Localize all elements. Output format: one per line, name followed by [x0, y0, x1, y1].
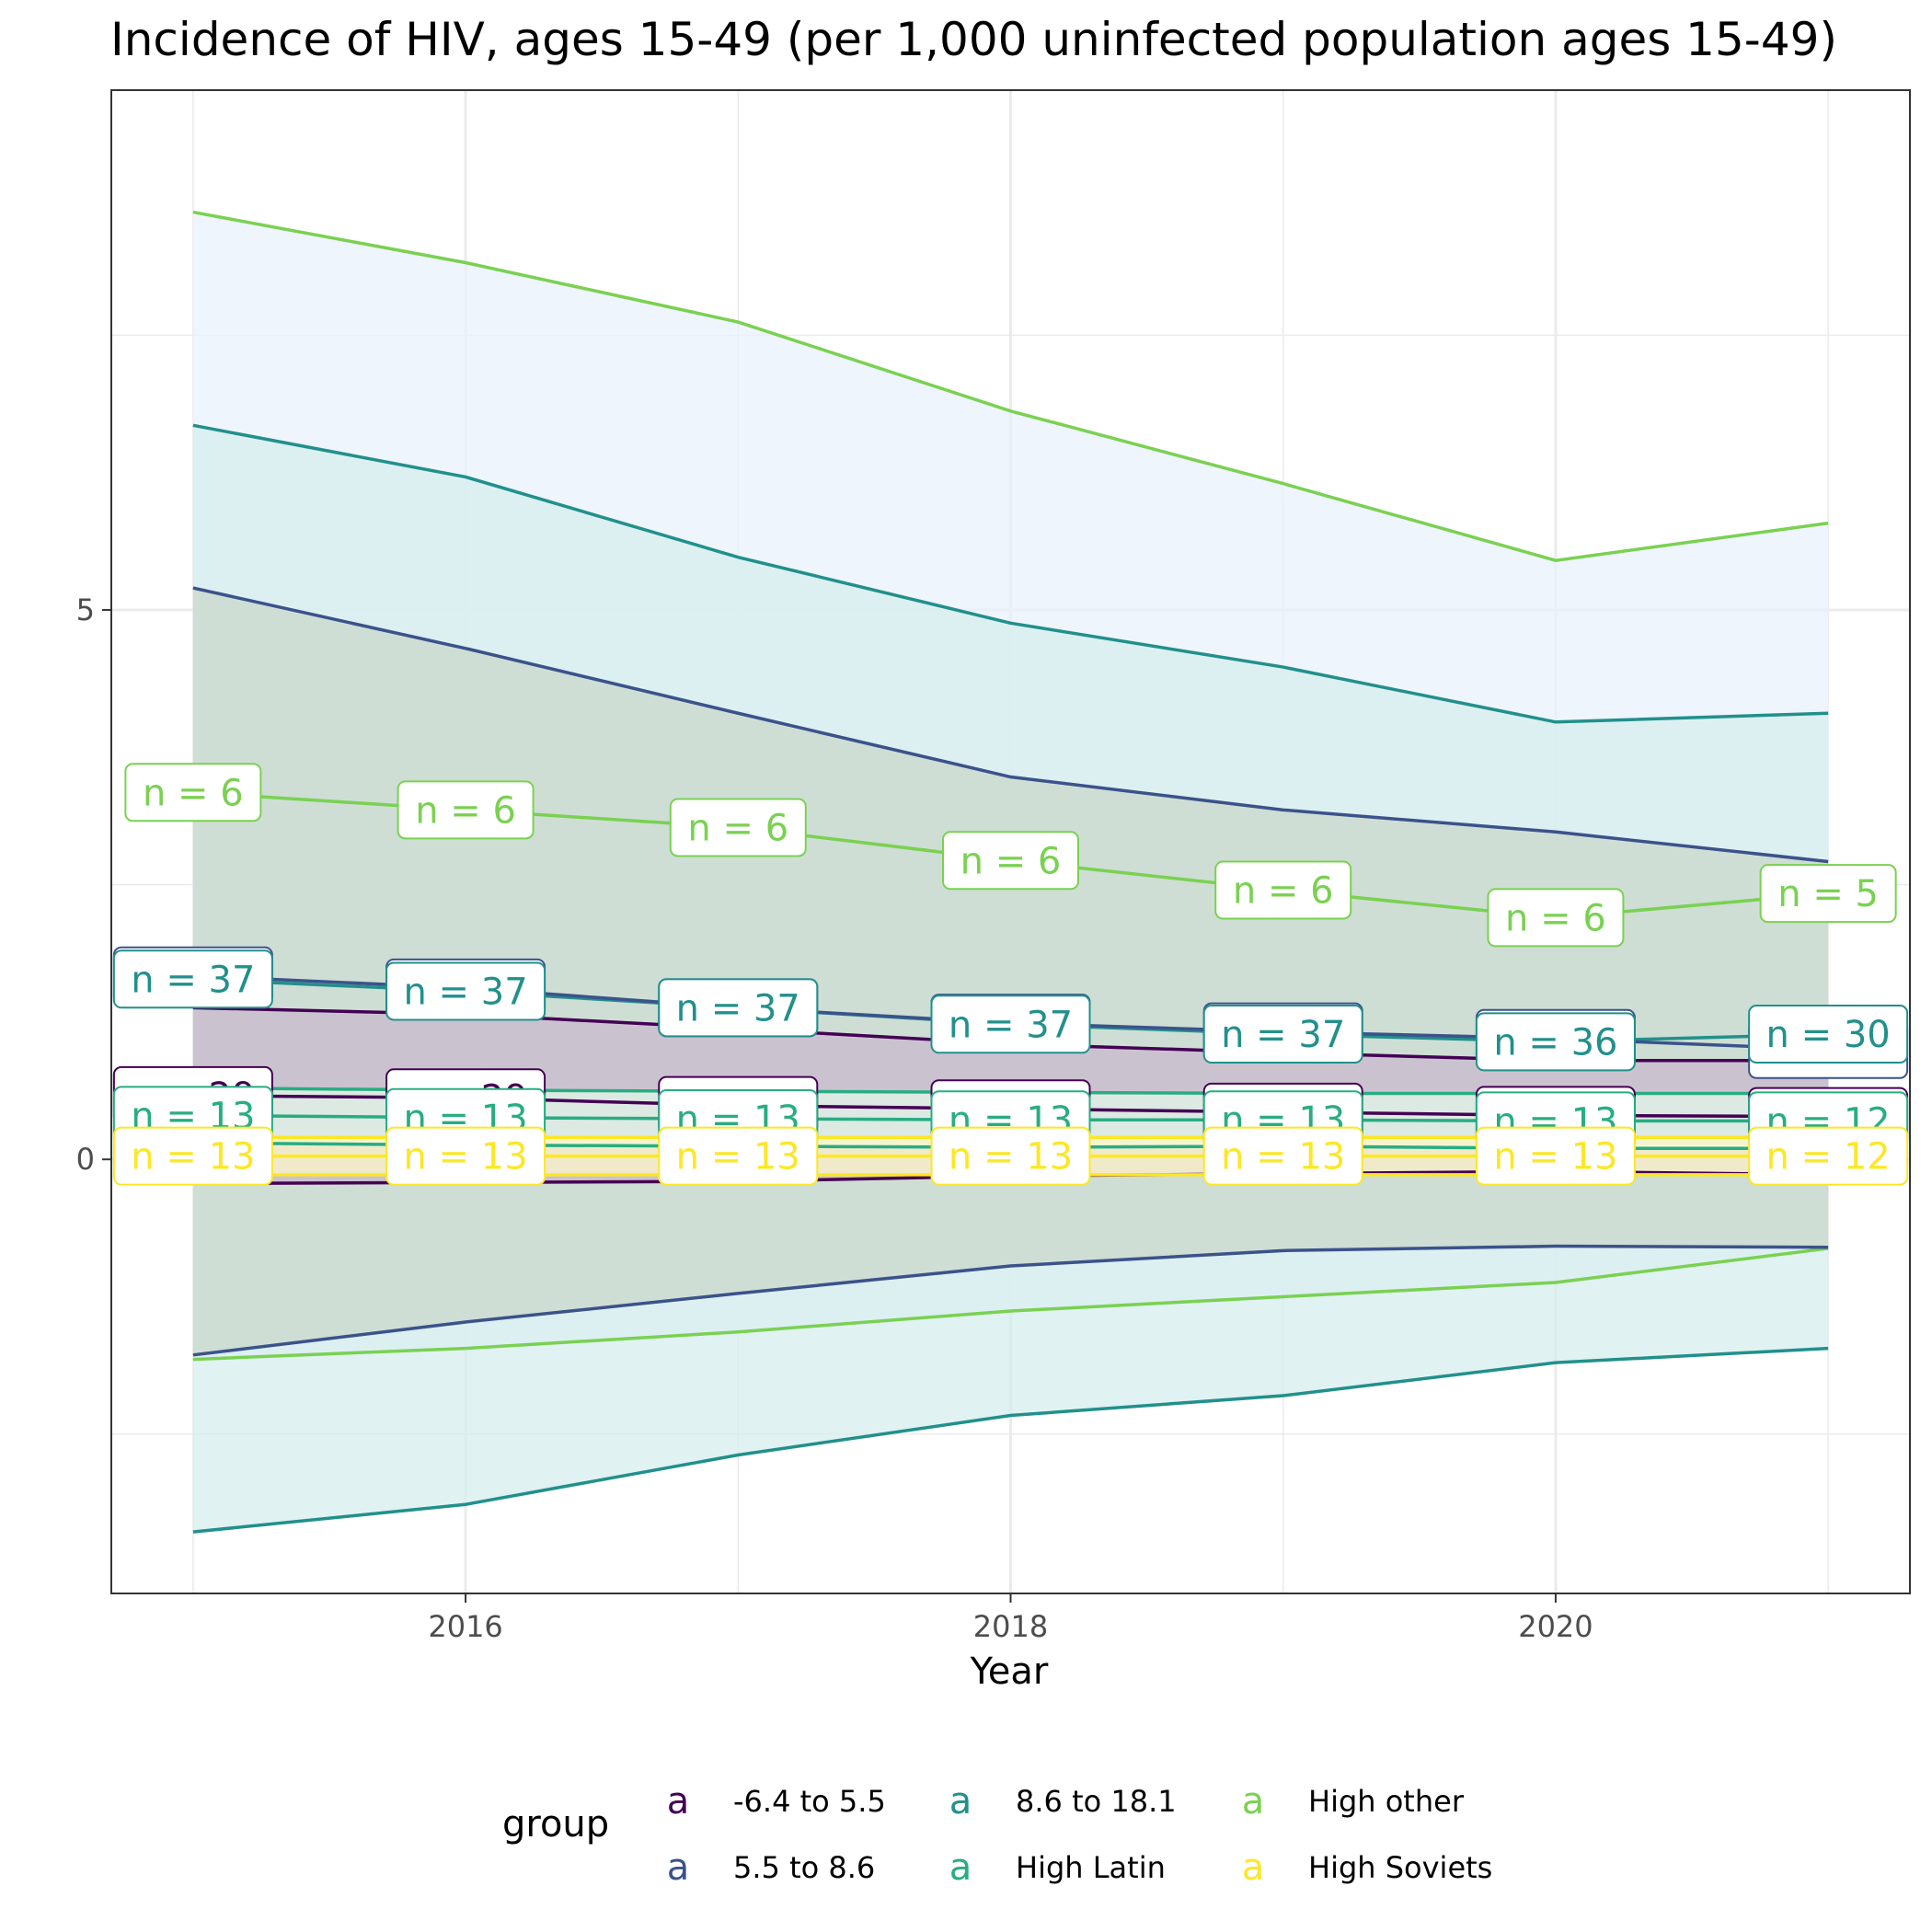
data-label-text: n = 13 [131, 1136, 255, 1179]
upper-bound-line [192, 423, 1829, 724]
data-label-box [930, 1126, 1091, 1186]
legend-key: a [1242, 1846, 1265, 1889]
x-tick-label: 2018 [973, 1609, 1048, 1644]
data-label: n = 13 [658, 1126, 819, 1186]
data-label: n = 13 [1202, 1126, 1363, 1186]
data-label: n = 37 [385, 961, 546, 1021]
data-label-box [385, 1126, 546, 1186]
data-label-text: n = 13 [676, 1136, 800, 1179]
x-tick-label: 2020 [1518, 1609, 1593, 1644]
data-label-box [397, 780, 535, 840]
data-label: n = 6 [1214, 860, 1352, 920]
legend-label: 8.6 to 18.1 [1016, 1784, 1177, 1819]
data-label-text: n = 13 [403, 1136, 527, 1179]
data-label-text: n = 37 [403, 971, 527, 1013]
lower-bound-line [192, 1244, 1829, 1357]
data-label-text: n = 30 [1766, 1014, 1891, 1056]
data-label-box [1748, 1005, 1909, 1064]
data-label-box [942, 831, 1079, 891]
data-label-text: n = 13 [1493, 1136, 1617, 1179]
data-label-text: n = 6 [960, 840, 1062, 882]
data-label: n = 37 [930, 995, 1091, 1054]
data-label-text: n = 6 [1233, 870, 1334, 913]
data-label-text: n = 6 [143, 772, 244, 814]
data-label-text: n = 6 [415, 789, 516, 832]
data-label-text: n = 13 [1221, 1136, 1345, 1179]
data-label: n = 6 [397, 780, 535, 840]
legend-key: a [667, 1780, 690, 1823]
data-label-box [658, 1126, 819, 1186]
legend-title: group [502, 1803, 609, 1846]
data-label-box [1214, 860, 1352, 920]
x-axis-title: Year [970, 1650, 1049, 1693]
data-label: n = 37 [658, 978, 819, 1038]
data-label-text: n = 37 [1221, 1014, 1345, 1056]
data-label: n = 13 [385, 1126, 546, 1186]
data-label-box [1202, 1126, 1363, 1186]
data-label-text: n = 37 [131, 959, 255, 1001]
data-label-box [1202, 1005, 1363, 1064]
upper-bound-line [192, 586, 1829, 864]
data-label: n = 6 [124, 763, 262, 822]
y-tick-label: 5 [76, 592, 95, 627]
data-label-box [112, 1126, 273, 1186]
data-label: n = 37 [112, 949, 273, 1009]
data-label-box [1748, 1126, 1909, 1186]
data-label-text: n = 37 [949, 1004, 1073, 1046]
data-label-text: n = 6 [687, 807, 788, 849]
data-label-text: n = 12 [1766, 1136, 1891, 1179]
legend-key: a [667, 1846, 690, 1889]
data-label-box [658, 978, 819, 1038]
data-label-box [669, 798, 807, 857]
y-tick-label: 0 [76, 1142, 95, 1177]
data-label-text: n = 36 [1493, 1021, 1617, 1064]
data-label: n = 5 [1759, 864, 1897, 924]
data-label: n = 37 [1202, 1005, 1363, 1064]
x-tick-label: 2016 [428, 1609, 502, 1644]
data-label-box [385, 961, 546, 1021]
data-label-box [112, 949, 273, 1009]
data-label-box [1475, 1012, 1636, 1072]
data-label-box [124, 763, 262, 822]
data-label: n = 6 [942, 831, 1079, 891]
data-label-box [1487, 888, 1625, 948]
legend-label: High Latin [1016, 1850, 1166, 1885]
data-label: n = 6 [669, 798, 807, 857]
legend-label: High other [1308, 1784, 1465, 1819]
data-label-text: n = 13 [949, 1136, 1073, 1179]
plot-area: n = 29n = 29n = 27n = 27n = 27n = 27n = … [76, 89, 1911, 1644]
data-label-text: n = 6 [1505, 897, 1606, 939]
data-label: n = 6 [1487, 888, 1625, 948]
data-label-text: n = 37 [676, 987, 800, 1029]
data-label: n = 13 [1475, 1126, 1636, 1186]
legend-label: -6.4 to 5.5 [733, 1784, 886, 1819]
data-label: n = 13 [112, 1126, 273, 1186]
legend-key: a [949, 1780, 972, 1823]
legend-key: a [1242, 1780, 1265, 1823]
data-label-box [930, 995, 1091, 1054]
legend: group a -6.4 to 5.5 a 5.5 to 8.6 a 8.6 to 18.1… [502, 1780, 1492, 1889]
data-label: n = 30 [1748, 1005, 1909, 1064]
data-layer [192, 210, 1829, 1534]
chart-title: Incidence of HIV, ages 15-49 (per 1,000 … [110, 13, 1837, 66]
data-label: n = 12 [1748, 1126, 1909, 1186]
data-label-box [1475, 1126, 1636, 1186]
data-label: n = 13 [930, 1126, 1091, 1186]
legend-label: High Soviets [1308, 1850, 1492, 1885]
data-label-text: n = 5 [1777, 873, 1879, 915]
lower-bound-line [192, 1247, 1829, 1362]
upper-bound-line [192, 210, 1829, 563]
legend-label: 5.5 to 8.6 [733, 1850, 875, 1885]
legend-key: a [949, 1846, 972, 1889]
lower-bound-line [192, 1346, 1829, 1534]
data-label: n = 36 [1475, 1012, 1636, 1072]
data-label-box [1759, 864, 1897, 924]
